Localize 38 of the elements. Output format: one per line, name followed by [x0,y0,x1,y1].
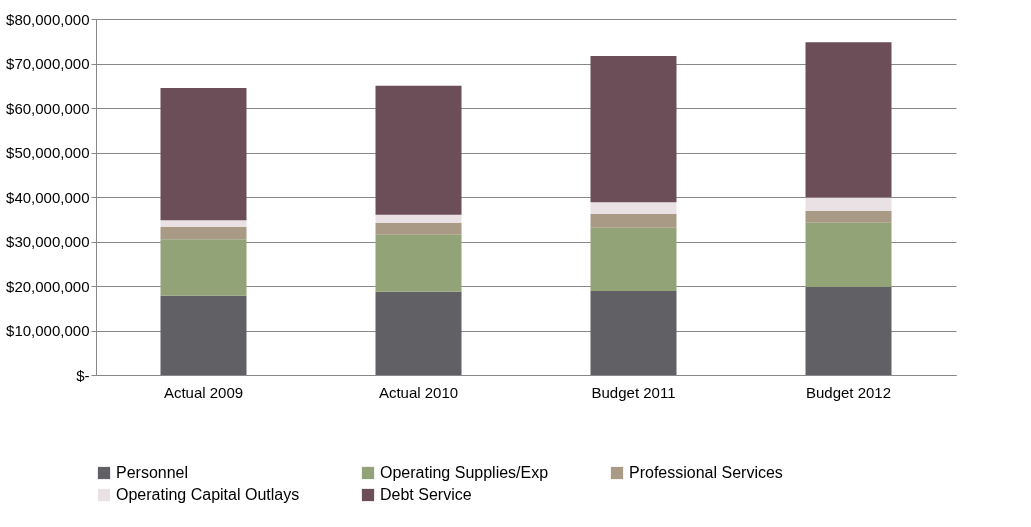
bar [160,220,247,227]
bar [375,85,462,215]
bar [590,55,677,203]
y-tick-label: $10,000,000 [6,322,90,339]
bar [375,222,462,235]
bar [375,291,462,375]
y-tick-label: $60,000,000 [6,99,90,117]
legend-label: Debt Service [380,486,472,503]
y-tick-label: $40,000,000 [6,188,90,206]
y-tick-label: $70,000,000 [6,55,90,72]
bar [375,214,462,223]
bar [805,286,892,375]
bar [590,202,677,214]
bar [160,239,247,296]
bar [375,234,462,292]
y-tick-label: $30,000,000 [6,233,90,250]
bar [590,227,677,291]
y-tick-label: $80,000,000 [6,10,90,28]
bar [160,87,247,221]
x-tick-label: Budget 2012 [805,383,892,401]
x-tick-label: Actual 2010 [378,383,459,401]
bar [805,210,892,223]
bar [805,222,892,287]
y-tick-label: $- [76,366,90,384]
legend-label: Professional Services [629,464,783,481]
x-tick-label: Actual 2009 [163,383,244,401]
legend-label: Personnel [116,464,189,481]
bar [160,295,247,375]
legend-label: Operating Supplies/Exp [380,464,549,481]
bar [590,213,677,228]
y-tick-label: $50,000,000 [6,144,90,161]
x-tick-label: Budget 2011 [591,383,676,401]
bar [805,197,892,211]
y-tick-label: $20,000,000 [6,277,90,295]
bar [805,42,892,198]
legend-label: Operating Capital Outlays [116,486,300,503]
bar [590,290,677,375]
bar [160,226,247,240]
